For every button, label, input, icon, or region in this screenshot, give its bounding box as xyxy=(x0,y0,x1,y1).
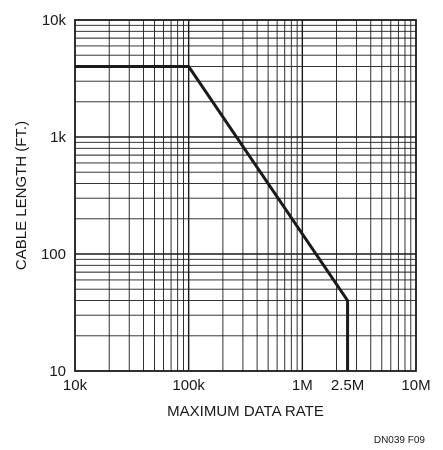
series-line xyxy=(75,65,350,371)
y-tick-label: 1k xyxy=(50,129,66,146)
x-tick-labels: 10k 100k 1M 2.5M 10M xyxy=(63,377,431,394)
x-tick-label: 10M xyxy=(401,377,430,394)
figure-code: DN039 F09 xyxy=(374,435,426,446)
y-tick-label: 100 xyxy=(41,246,66,263)
grid xyxy=(75,20,416,371)
x-tick-label: 1M xyxy=(292,377,313,394)
y-tick-labels: 10 100 1k 10k xyxy=(41,12,67,380)
x-tick-label: 10k xyxy=(63,377,88,394)
y-axis-label: CABLE LENGTH (FT.) xyxy=(13,121,30,270)
x-tick-label: 100k xyxy=(172,377,205,394)
x-tick-label: 2.5M xyxy=(331,377,364,394)
plot-frame xyxy=(74,19,417,372)
y-tick-label: 10k xyxy=(42,12,67,29)
x-axis-label: MAXIMUM DATA RATE xyxy=(167,403,324,420)
y-tick-label: 10 xyxy=(49,363,66,380)
